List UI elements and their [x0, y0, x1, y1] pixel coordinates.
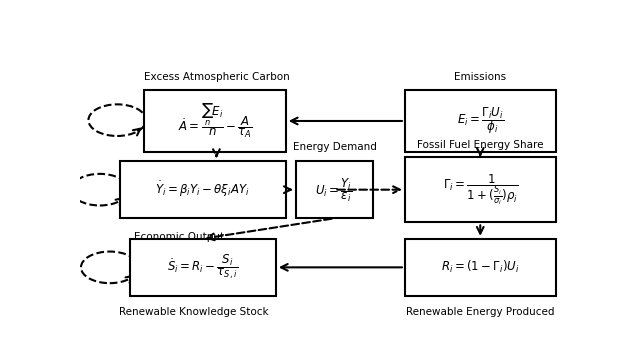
FancyBboxPatch shape — [296, 161, 372, 218]
Text: $\dot{S}_i = R_i - \dfrac{S_i}{\tau_{S,i}}$: $\dot{S}_i = R_i - \dfrac{S_i}{\tau_{S,i… — [167, 253, 238, 282]
FancyBboxPatch shape — [129, 239, 276, 296]
Text: $R_i = (1 - \Gamma_i)U_i$: $R_i = (1 - \Gamma_i)U_i$ — [442, 259, 520, 275]
Text: Energy Demand: Energy Demand — [292, 142, 376, 153]
FancyBboxPatch shape — [405, 90, 556, 152]
FancyBboxPatch shape — [120, 161, 286, 218]
Text: Renewable Energy Produced: Renewable Energy Produced — [406, 307, 554, 317]
Text: $\Gamma_i = \dfrac{1}{1+(\frac{S_i}{\sigma_i})\rho_i}$: $\Gamma_i = \dfrac{1}{1+(\frac{S_i}{\sig… — [443, 172, 518, 207]
Text: Emissions: Emissions — [454, 72, 506, 81]
FancyBboxPatch shape — [405, 239, 556, 296]
Text: $E_i = \dfrac{\Gamma_i U_i}{\phi_i}$: $E_i = \dfrac{\Gamma_i U_i}{\phi_i}$ — [457, 105, 504, 136]
Text: $U_i = \dfrac{Y_i}{\epsilon_i}$: $U_i = \dfrac{Y_i}{\epsilon_i}$ — [316, 176, 353, 204]
Text: $\dot{Y}_i = \beta_i Y_i - \theta\xi_i AY_i$: $\dot{Y}_i = \beta_i Y_i - \theta\xi_i A… — [156, 180, 250, 199]
Text: $\dot{A} = \dfrac{\sum_n E_i}{n} - \dfrac{A}{\tau_A}$: $\dot{A} = \dfrac{\sum_n E_i}{n} - \dfra… — [178, 101, 253, 140]
FancyBboxPatch shape — [145, 90, 286, 152]
Text: Renewable Knowledge Stock: Renewable Knowledge Stock — [119, 307, 269, 317]
FancyBboxPatch shape — [405, 157, 556, 222]
Text: Fossil Fuel Energy Share: Fossil Fuel Energy Share — [417, 140, 543, 150]
Text: Economic Output: Economic Output — [134, 232, 224, 242]
Text: Excess Atmospheric Carbon: Excess Atmospheric Carbon — [143, 72, 289, 81]
